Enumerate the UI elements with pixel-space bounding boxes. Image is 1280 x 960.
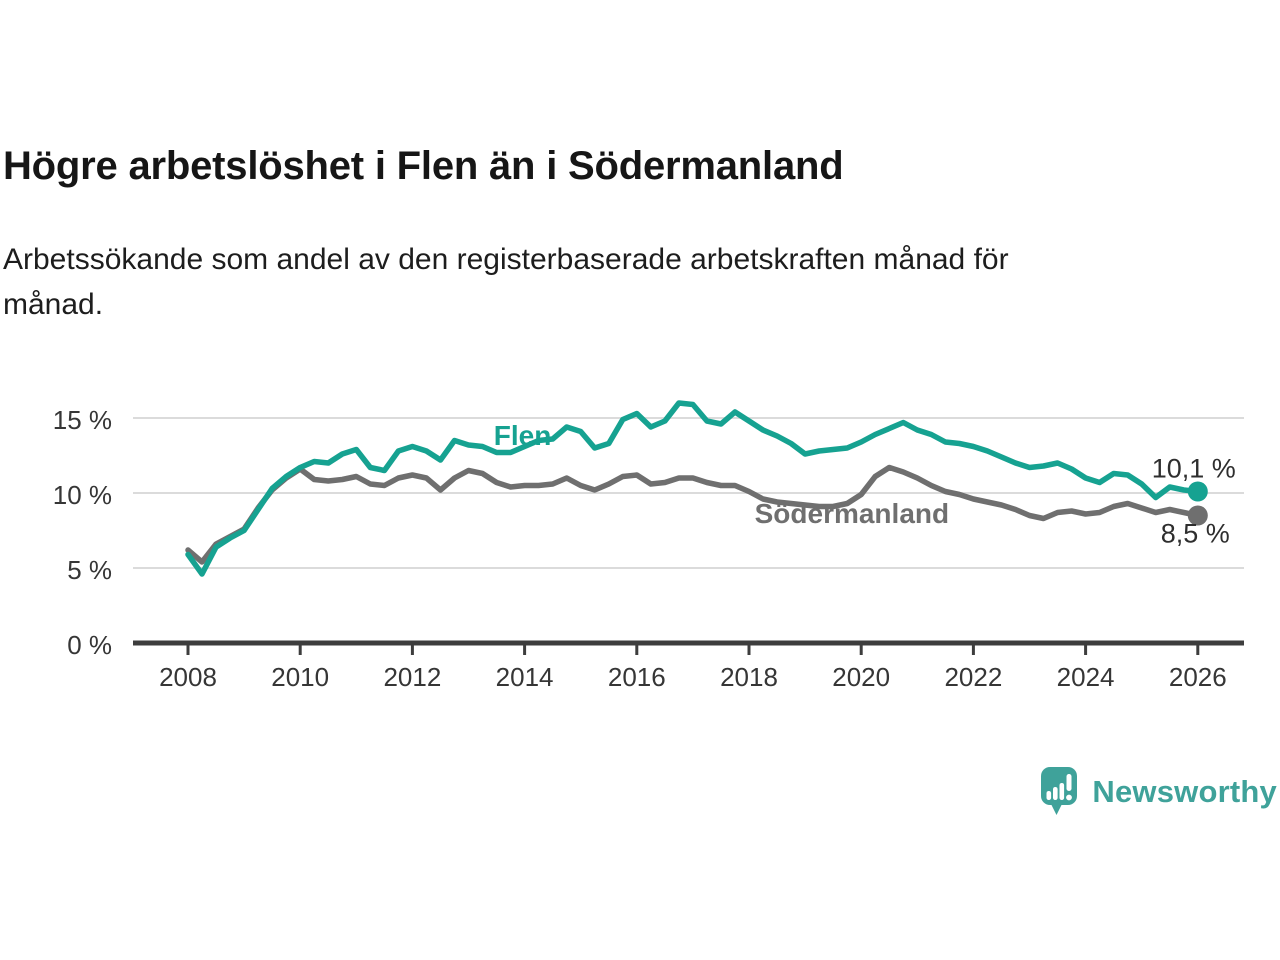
unemployment-line-chart: 0 % 5 % 10 % 15 % 2008 2010 2012 2014 2016 2018 20… (53, 400, 1244, 692)
newsworthy-logo-icon (1041, 767, 1078, 815)
series-end-value-label-flen: 10,1 % (1152, 454, 1236, 484)
x-axis-tick-label: 2012 (383, 662, 441, 692)
newsworthy-brand-name: Newsworthy (1092, 774, 1277, 809)
series-end-value-label-södermanland: 8,5 % (1161, 519, 1230, 549)
series-line-flen (185, 400, 1201, 577)
x-axis-tick-label: 2014 (496, 662, 554, 692)
x-axis-tick-label: 2024 (1057, 662, 1115, 692)
y-axis-tick-label: 10 % (53, 480, 112, 510)
x-axis-tick-label: 2018 (720, 662, 778, 692)
y-axis-tick-label: 15 % (53, 405, 112, 435)
x-axis-tick-label: 2020 (832, 662, 890, 692)
newsworthy-brand-link[interactable]: Newsworthy (1040, 766, 1277, 818)
y-axis-tick-label: 5 % (67, 555, 112, 585)
y-axis-tick-label: 0 % (67, 630, 112, 660)
series-label-flen: Flen (494, 420, 552, 451)
subtitle-line-2: månad. (3, 288, 104, 321)
series-line-södermanland (185, 464, 1201, 565)
x-axis-tick-label: 2010 (271, 662, 329, 692)
x-axis-tick-label: 2016 (608, 662, 666, 692)
series-end-dot-flen (1187, 481, 1208, 502)
x-axis-tick-label: 2022 (944, 662, 1002, 692)
chart-subtitle: Arbetssökande som andel av den registerb… (3, 237, 1009, 327)
series-label-södermanland: Södermanland (755, 498, 949, 529)
x-axis-tick-label: 2026 (1169, 662, 1227, 692)
series-end-dot-södermanland (1187, 505, 1208, 526)
x-axis-tick-label: 2008 (159, 662, 217, 692)
subtitle-line-1: Arbetssökande som andel av den registerb… (3, 243, 1009, 276)
page-title: Högre arbetslöshet i Flen än i Södermanl… (3, 144, 844, 188)
